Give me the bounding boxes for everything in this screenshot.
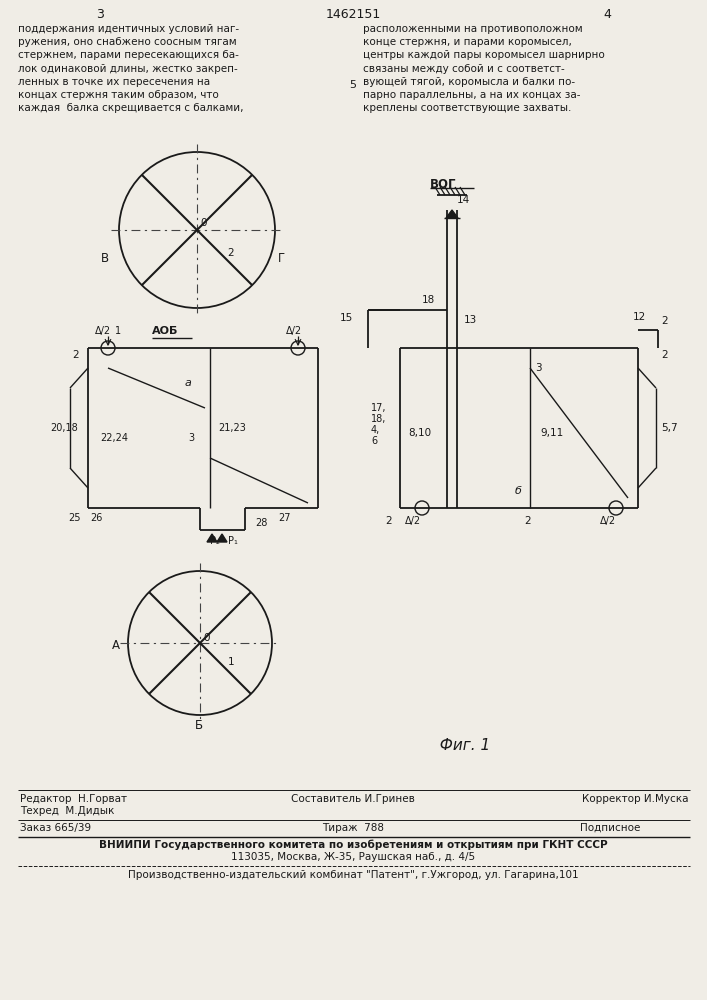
Text: 0: 0 [200,218,206,228]
Text: 4: 4 [603,8,611,21]
Text: 1: 1 [228,657,235,667]
Text: Тираж  788: Тираж 788 [322,823,384,833]
Polygon shape [217,534,227,542]
Text: 26: 26 [90,513,103,523]
Text: расположенными на противоположном
конце стержня, и парами коромысел,
центры кажд: расположенными на противоположном конце … [363,24,604,113]
Text: 3: 3 [535,363,542,373]
Text: б: б [515,486,522,496]
Text: 13: 13 [464,315,477,325]
Text: Б: Б [195,719,203,732]
Text: АОБ: АОБ [152,326,178,336]
Text: 21,23: 21,23 [218,423,246,433]
Text: Редактор  Н.Горват: Редактор Н.Горват [20,794,127,804]
Text: 2: 2 [661,316,667,326]
Polygon shape [207,534,217,542]
Text: Корректор И.Муска: Корректор И.Муска [581,794,688,804]
Text: Δ/2: Δ/2 [600,516,616,526]
Text: А: А [112,639,120,652]
Text: 2: 2 [661,350,667,360]
Text: 18: 18 [422,295,436,305]
Text: Техред  М.Дидык: Техред М.Дидык [20,806,115,816]
Text: 8,10: 8,10 [408,428,431,438]
Text: 27: 27 [278,513,291,523]
Text: 0: 0 [203,633,209,643]
Text: Δ/2: Δ/2 [405,516,421,526]
Text: В: В [101,252,109,265]
Text: 17,: 17, [371,403,387,413]
Text: 2: 2 [72,350,78,360]
Text: Производственно-издательский комбинат "Патент", г.Ужгород, ул. Гагарина,101: Производственно-издательский комбинат "П… [128,870,578,880]
Text: 1: 1 [115,326,121,336]
Text: Подписное: Подписное [580,823,641,833]
Text: 4,: 4, [371,425,380,435]
Text: P₁: P₁ [228,536,238,546]
Text: 2: 2 [524,516,531,526]
Text: а: а [185,378,192,388]
Text: 28: 28 [255,518,267,528]
Text: 113035, Москва, Ж-35, Раушская наб., д. 4/5: 113035, Москва, Ж-35, Раушская наб., д. … [231,852,475,862]
Text: Фиг. 1: Фиг. 1 [430,738,490,753]
Text: 18,: 18, [371,414,386,424]
Text: 20,18: 20,18 [50,423,78,433]
Text: 14: 14 [457,195,470,205]
Text: 25: 25 [68,513,81,523]
Text: 2: 2 [385,516,392,526]
Text: 9,11: 9,11 [540,428,563,438]
Text: Г: Г [278,252,285,265]
Text: 2: 2 [227,248,233,258]
Text: поддержания идентичных условий наг-
ружения, оно снабжено соосным тягам
стержнем: поддержания идентичных условий наг- руже… [18,24,243,113]
Polygon shape [446,210,458,218]
Text: Заказ 665/39: Заказ 665/39 [20,823,91,833]
Text: 5,7: 5,7 [661,423,677,433]
Text: Δ/2: Δ/2 [95,326,111,336]
Text: 5: 5 [349,80,356,90]
Text: 3: 3 [96,8,104,21]
Text: Составитель И.Гринев: Составитель И.Гринев [291,794,415,804]
Text: ВОГ: ВОГ [430,178,457,191]
Text: ВНИИПИ Государственного комитета по изобретениям и открытиям при ГКНТ СССР: ВНИИПИ Государственного комитета по изоб… [99,840,607,850]
Text: 3: 3 [188,433,194,443]
Text: 6: 6 [371,436,377,446]
Text: 15: 15 [340,313,354,323]
Text: Δ/2: Δ/2 [286,326,302,336]
Text: 22,24: 22,24 [100,433,128,443]
Text: 1462151: 1462151 [325,8,380,21]
Text: P₂: P₂ [210,536,220,546]
Text: 12: 12 [633,312,646,322]
